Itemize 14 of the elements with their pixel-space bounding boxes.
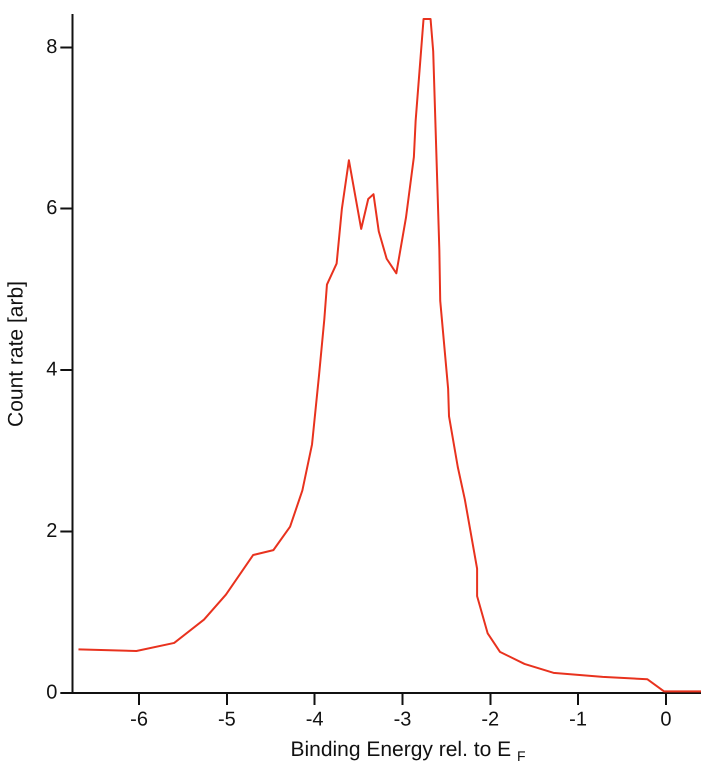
x-tick-label: -5 (218, 708, 236, 731)
y-axis-title: Count rate [arb] (4, 281, 28, 427)
x-tick-label: -3 (394, 708, 412, 731)
x-tick-label: -4 (306, 708, 324, 731)
y-tick-label: 0 (46, 682, 58, 704)
y-tick-label: 2 (46, 520, 58, 542)
x-tick-label: -6 (130, 708, 148, 731)
x-axis-title: Binding Energy rel. to E $_{F}$ (289, 738, 527, 764)
x-tick-label: -2 (481, 708, 500, 731)
x-tick-label: -1 (569, 708, 587, 731)
x-tick-label: 0 (660, 708, 672, 731)
y-tick-label: 8 (46, 36, 58, 58)
y-tick-label: 6 (46, 197, 58, 220)
y-tick-label: 4 (46, 358, 58, 381)
